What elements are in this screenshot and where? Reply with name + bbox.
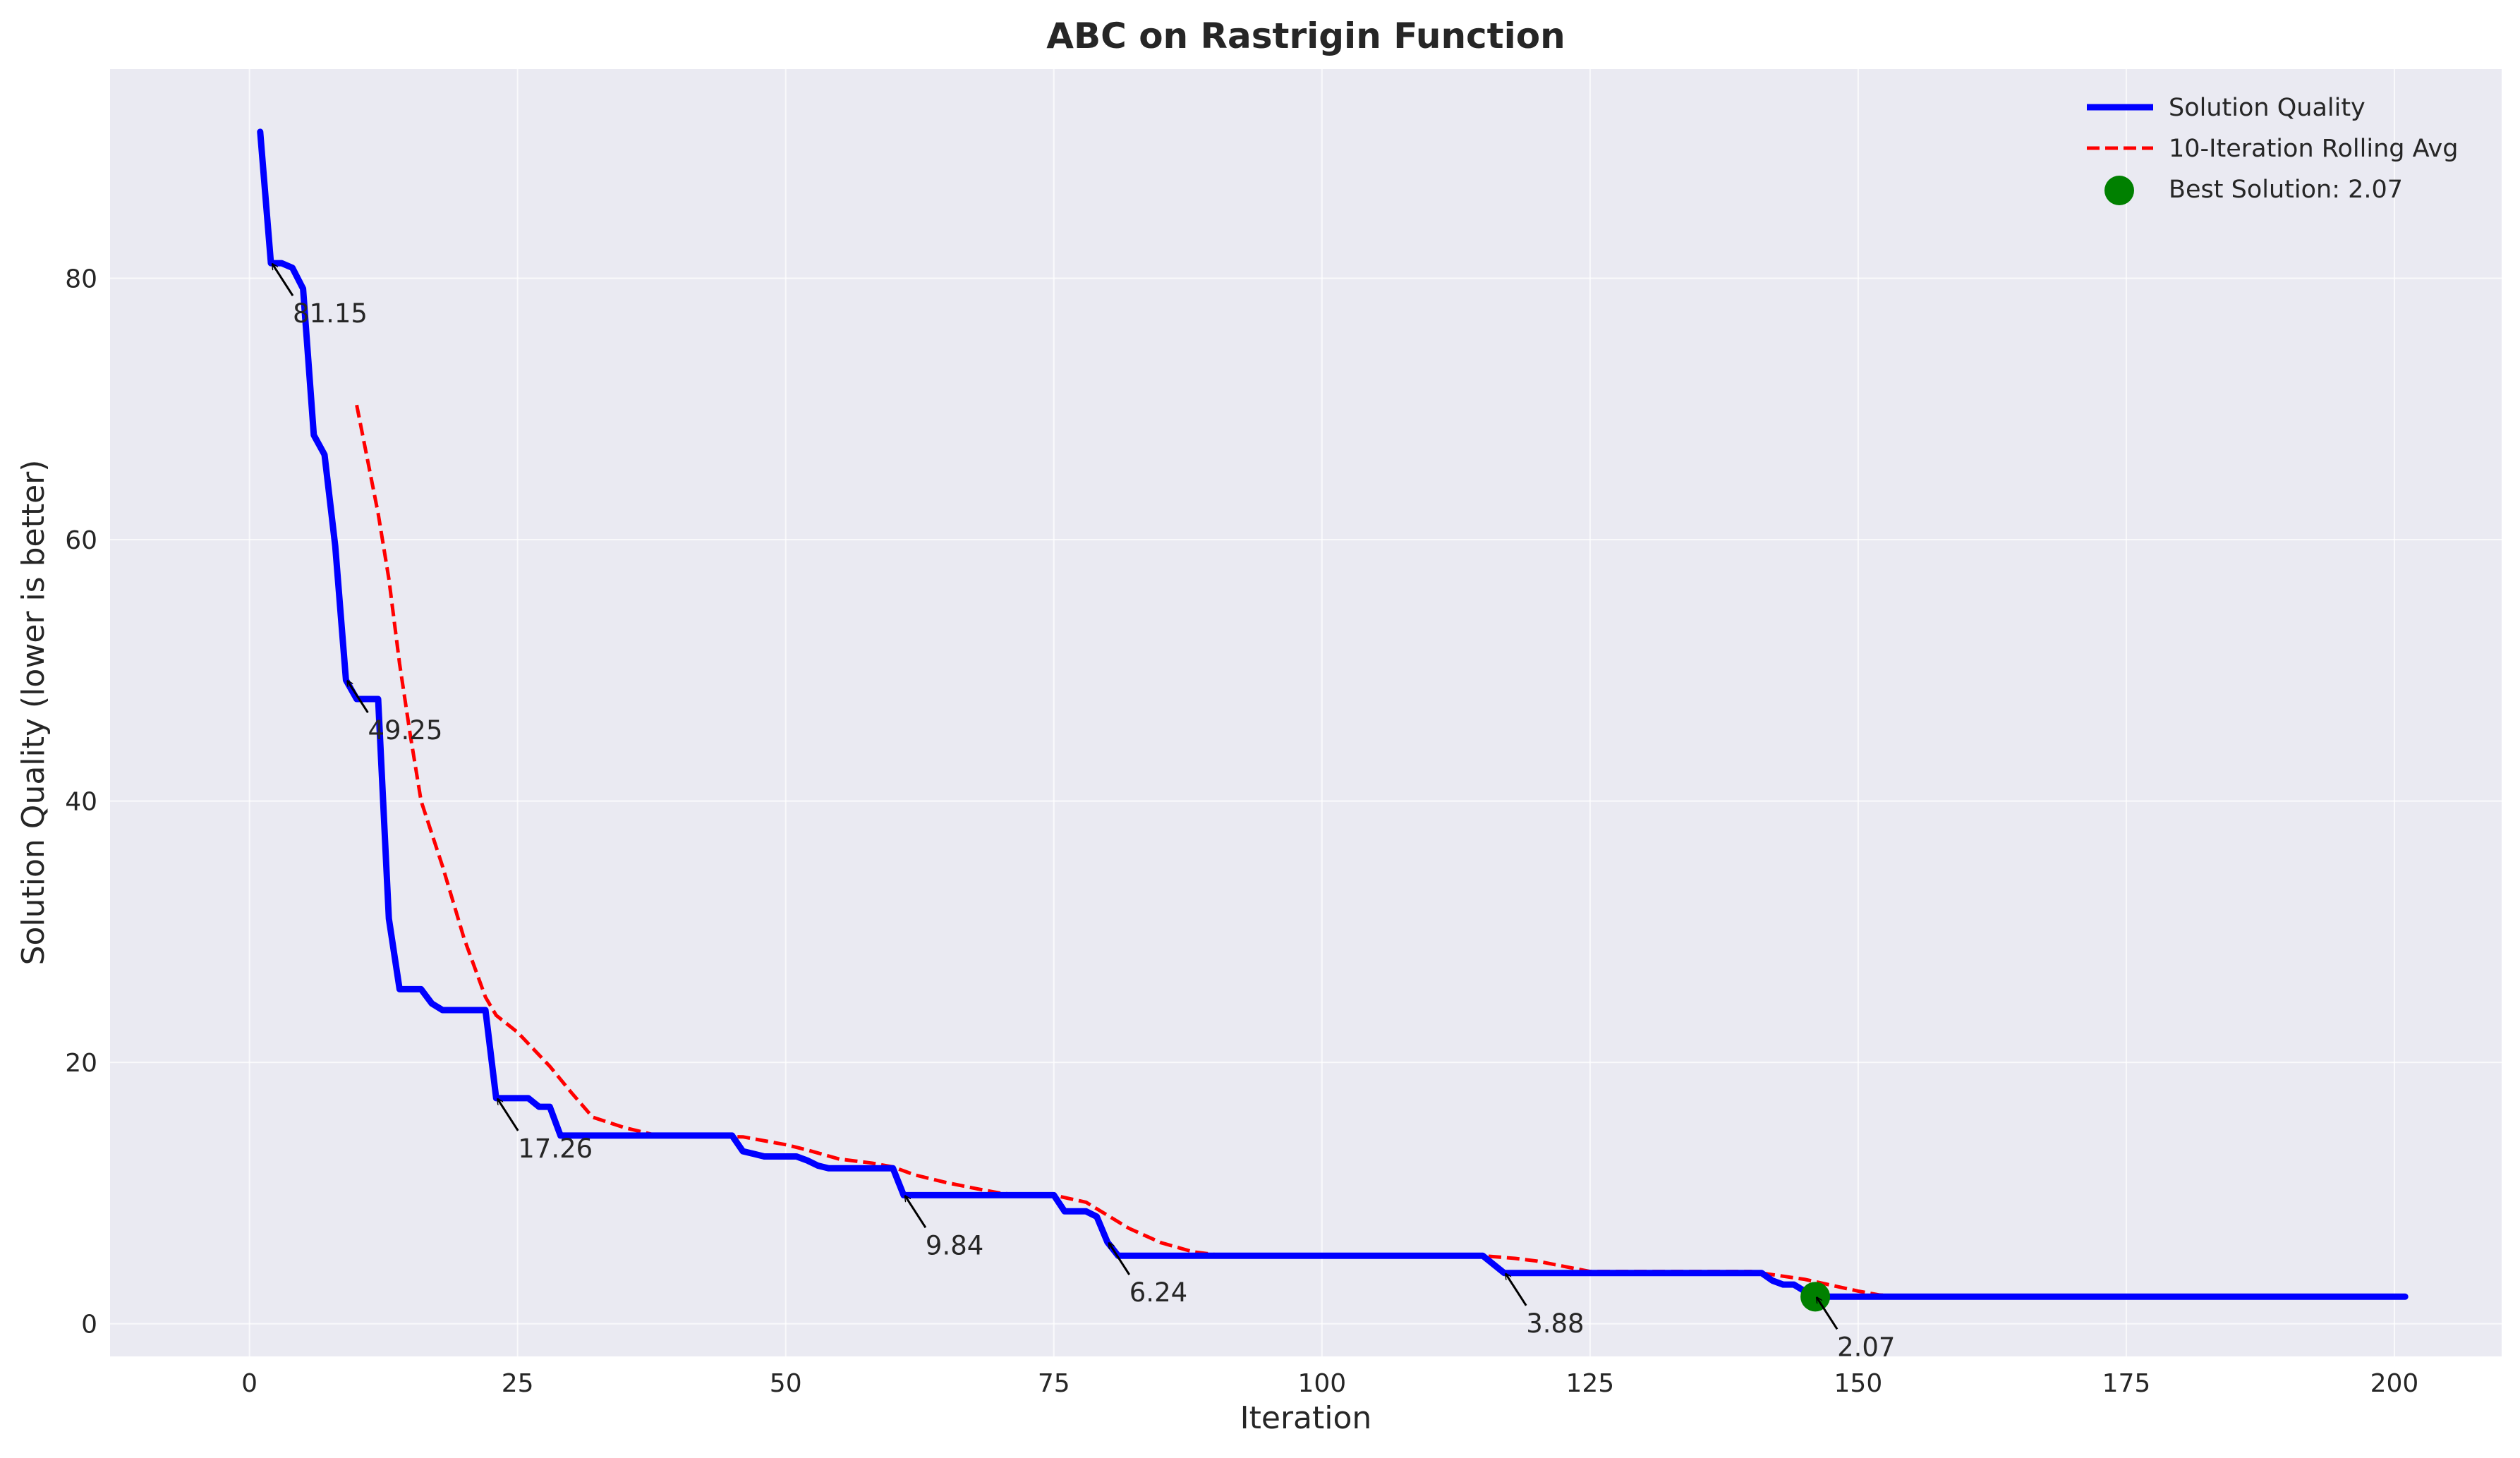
annotation-label: 49.25 xyxy=(368,715,442,746)
x-tick-label: 150 xyxy=(1834,1369,1883,1398)
y-axis-label: Solution Quality (lower is better) xyxy=(16,460,52,966)
annotation-label: 9.84 xyxy=(926,1230,983,1260)
best-solution-point xyxy=(1800,1282,1831,1312)
annotation-label: 3.88 xyxy=(1526,1308,1584,1339)
series-solution-quality-line xyxy=(257,128,2409,1300)
legend-marker-best-solution xyxy=(2104,176,2134,205)
x-tick-label: 125 xyxy=(1565,1369,1614,1398)
annotation-arrow xyxy=(1109,1243,1131,1275)
annotation-arrow xyxy=(347,681,369,713)
annotation-arrow xyxy=(905,1196,927,1229)
y-tick-label: 60 xyxy=(65,526,97,555)
series-rolling-avg-line xyxy=(355,404,2406,1299)
annotation-label: 2.07 xyxy=(1837,1332,1895,1362)
annotation-label: 6.24 xyxy=(1129,1277,1187,1308)
x-tick-label: 50 xyxy=(770,1369,802,1398)
y-tick-label: 80 xyxy=(65,265,97,293)
x-axis-label: Iteration xyxy=(1240,1400,1372,1436)
annotation-arrow xyxy=(272,264,294,296)
annotation-arrow xyxy=(497,1099,519,1131)
x-tick-label: 175 xyxy=(2102,1369,2151,1398)
annotation-label: 81.15 xyxy=(293,298,368,329)
y-axis-ticks: 0 20 40 60 80 xyxy=(65,265,97,1339)
annotation-arrow xyxy=(1817,1297,1838,1330)
y-tick-label: 40 xyxy=(65,788,97,817)
grid xyxy=(110,69,2502,1356)
x-tick-label: 75 xyxy=(1038,1369,1070,1398)
x-tick-label: 100 xyxy=(1297,1369,1346,1398)
legend-label-solution-quality: Solution Quality xyxy=(2169,94,2365,122)
y-tick-label: 0 xyxy=(81,1311,97,1339)
series xyxy=(257,128,2409,1312)
x-tick-label: 0 xyxy=(241,1369,258,1398)
plot-background xyxy=(110,69,2502,1356)
x-tick-label: 200 xyxy=(2370,1369,2419,1398)
annotation-label: 17.26 xyxy=(518,1134,593,1164)
x-tick-label: 25 xyxy=(502,1369,534,1398)
y-tick-label: 20 xyxy=(65,1049,97,1078)
annotations: 81.15 49.25 17.26 9.84 6.24 3.88 2.07 xyxy=(272,264,1895,1362)
annotation-arrow xyxy=(1506,1274,1527,1306)
legend-label-best-solution: Best Solution: 2.07 xyxy=(2169,176,2403,204)
legend-label-rolling-avg: 10-Iteration Rolling Avg xyxy=(2169,135,2458,163)
chart-title: ABC on Rastrigin Function xyxy=(1046,16,1565,56)
x-axis-ticks: 0 25 50 75 100 125 150 175 200 xyxy=(241,1369,2418,1398)
legend: Solution Quality 10-Iteration Rolling Av… xyxy=(2087,94,2458,205)
